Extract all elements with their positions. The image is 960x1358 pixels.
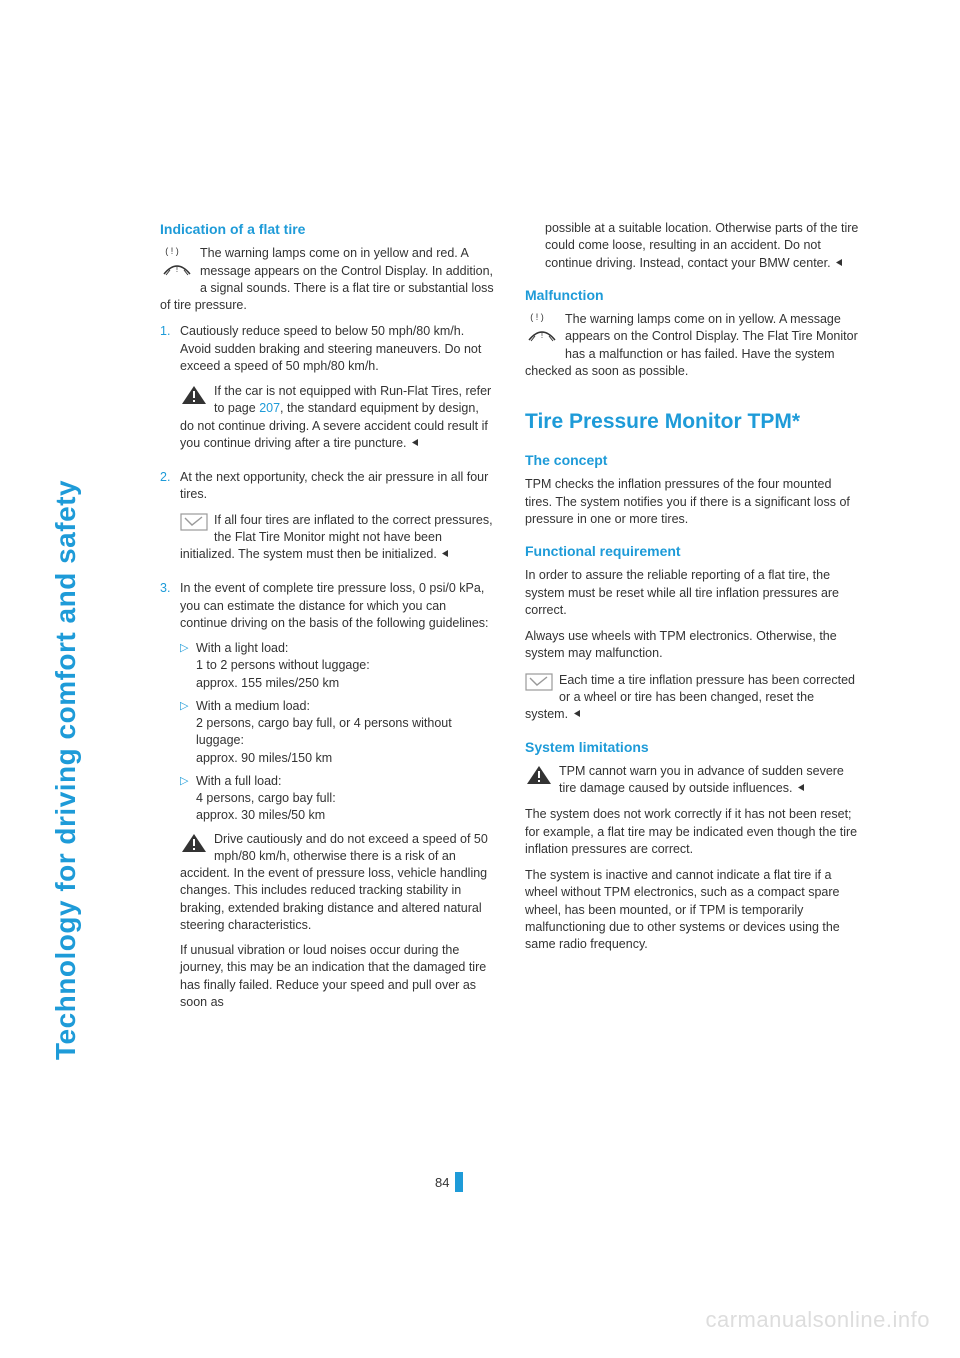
bullet-marker-icon: ▷ xyxy=(180,773,196,825)
bullet-marker-icon: ▷ xyxy=(180,640,196,692)
bullet-marker-icon: ▷ xyxy=(180,698,196,767)
list-1-p1: Cautiously reduce speed to below 50 mph/… xyxy=(180,323,495,375)
right-column: possible at a suitable location. Otherwi… xyxy=(525,220,860,1020)
end-marker-icon xyxy=(440,546,449,563)
watermark-text: carmanualsonline.info xyxy=(705,1307,930,1333)
bullet-body: With a medium load: 2 persons, cargo bay… xyxy=(196,698,495,767)
heading-concept: The concept xyxy=(525,451,860,470)
caution-triangle-icon xyxy=(525,764,553,791)
bullet-l2: approx. 90 miles/150 km xyxy=(196,751,332,765)
page-number-bar xyxy=(455,1172,463,1192)
svg-text:!: ! xyxy=(541,331,543,340)
bullet-medium-load: ▷ With a medium load: 2 persons, cargo b… xyxy=(180,698,495,767)
func-p1: In order to assure the reliable reportin… xyxy=(525,567,860,619)
continuation-paragraph: possible at a suitable location. Otherwi… xyxy=(525,220,860,272)
warn-text: Drive cautiously and do not exceed a spe… xyxy=(180,832,488,932)
svg-text:( ! ): ( ! ) xyxy=(530,312,544,322)
left-column: Indication of a flat tire ( ! ) ! The wa… xyxy=(160,220,495,1020)
caution-triangle-icon xyxy=(180,832,208,859)
malfunction-paragraph: ( ! ) ! The warning lamps come on in yel… xyxy=(525,311,860,380)
list-number: 2. xyxy=(160,469,180,571)
list-2-p1: At the next opportunity, check the air p… xyxy=(180,469,495,504)
list-2-note: If all four tires are inflated to the co… xyxy=(180,512,495,564)
chapter-title-vertical: Technology for driving comfort and safet… xyxy=(50,480,82,1060)
content-area: Indication of a flat tire ( ! ) ! The wa… xyxy=(160,220,860,1020)
bullet-l1: 2 persons, cargo bay full, or 4 persons … xyxy=(196,716,452,747)
heading-indication: Indication of a flat tire xyxy=(160,220,495,239)
cont-text: possible at a suitable location. Otherwi… xyxy=(545,221,858,270)
list-body: At the next opportunity, check the air p… xyxy=(180,469,495,571)
heading-functional: Functional requirement xyxy=(525,542,860,561)
end-marker-icon xyxy=(796,780,805,797)
list-number: 3. xyxy=(160,580,180,1011)
bullet-l1: 1 to 2 persons without luggage: xyxy=(196,658,370,672)
page-number: 84 xyxy=(435,1175,449,1190)
heading-limitations: System limitations xyxy=(525,738,860,757)
end-marker-icon xyxy=(572,706,581,723)
limits-warning: TPM cannot warn you in advance of sudden… xyxy=(525,763,860,798)
bullet-title: With a medium load: xyxy=(196,699,310,713)
list-3-p1: In the event of complete tire pressure l… xyxy=(180,580,495,632)
limits-p2: The system is inactive and cannot indica… xyxy=(525,867,860,953)
warning-lamp-double-icon: ( ! ) ! xyxy=(160,246,194,281)
list-3-warning: Drive cautiously and do not exceed a spe… xyxy=(180,831,495,935)
bullet-light-load: ▷ With a light load: 1 to 2 persons with… xyxy=(180,640,495,692)
list-3-warning-cont: If unusual vibration or loud noises occu… xyxy=(180,942,495,1011)
bullet-full-load: ▷ With a full load: 4 persons, cargo bay… xyxy=(180,773,495,825)
list-item-1: 1. Cautiously reduce speed to below 50 m… xyxy=(160,323,495,460)
warning-lamp-double-icon: ( ! ) ! xyxy=(525,312,559,347)
list-body: Cautiously reduce speed to below 50 mph/… xyxy=(180,323,495,460)
func-note: Each time a tire inflation pressure has … xyxy=(525,672,860,724)
list-number: 1. xyxy=(160,323,180,460)
list-item-3: 3. In the event of complete tire pressur… xyxy=(160,580,495,1011)
manual-page: Technology for driving comfort and safet… xyxy=(0,0,960,1358)
svg-text:( ! ): ( ! ) xyxy=(165,246,179,256)
heading-malfunction: Malfunction xyxy=(525,286,860,305)
list-item-2: 2. At the next opportunity, check the ai… xyxy=(160,469,495,571)
bullet-body: With a light load: 1 to 2 persons withou… xyxy=(196,640,495,692)
section-heading-tpm: Tire Pressure Monitor TPM* xyxy=(525,408,860,437)
bullet-l2: approx. 155 miles/250 km xyxy=(196,676,339,690)
end-marker-icon xyxy=(410,435,419,452)
list-body: In the event of complete tire pressure l… xyxy=(180,580,495,1011)
bullet-title: With a light load: xyxy=(196,641,288,655)
caution-triangle-icon xyxy=(180,384,208,411)
bullet-l1: 4 persons, cargo bay full: xyxy=(196,791,336,805)
note-box-icon xyxy=(525,673,553,696)
malfunction-text: The warning lamps come on in yellow. A m… xyxy=(525,312,858,378)
bullet-body: With a full load: 4 persons, cargo bay f… xyxy=(196,773,495,825)
svg-text:!: ! xyxy=(176,265,178,274)
bullet-l2: approx. 30 miles/50 km xyxy=(196,808,325,822)
func-p2: Always use wheels with TPM electronics. … xyxy=(525,628,860,663)
intro-paragraph: ( ! ) ! The warning lamps come on in yel… xyxy=(160,245,495,314)
bullet-title: With a full load: xyxy=(196,774,281,788)
limits-p1: The system does not work correctly if it… xyxy=(525,806,860,858)
list-1-warning: If the car is not equipped with Run-Flat… xyxy=(180,383,495,452)
intro-text: The warning lamps come on in yellow and … xyxy=(160,246,494,312)
page-link-207[interactable]: 207 xyxy=(259,401,280,415)
concept-text: TPM checks the inflation pressures of th… xyxy=(525,476,860,528)
end-marker-icon xyxy=(834,255,843,272)
note-box-icon xyxy=(180,513,208,536)
